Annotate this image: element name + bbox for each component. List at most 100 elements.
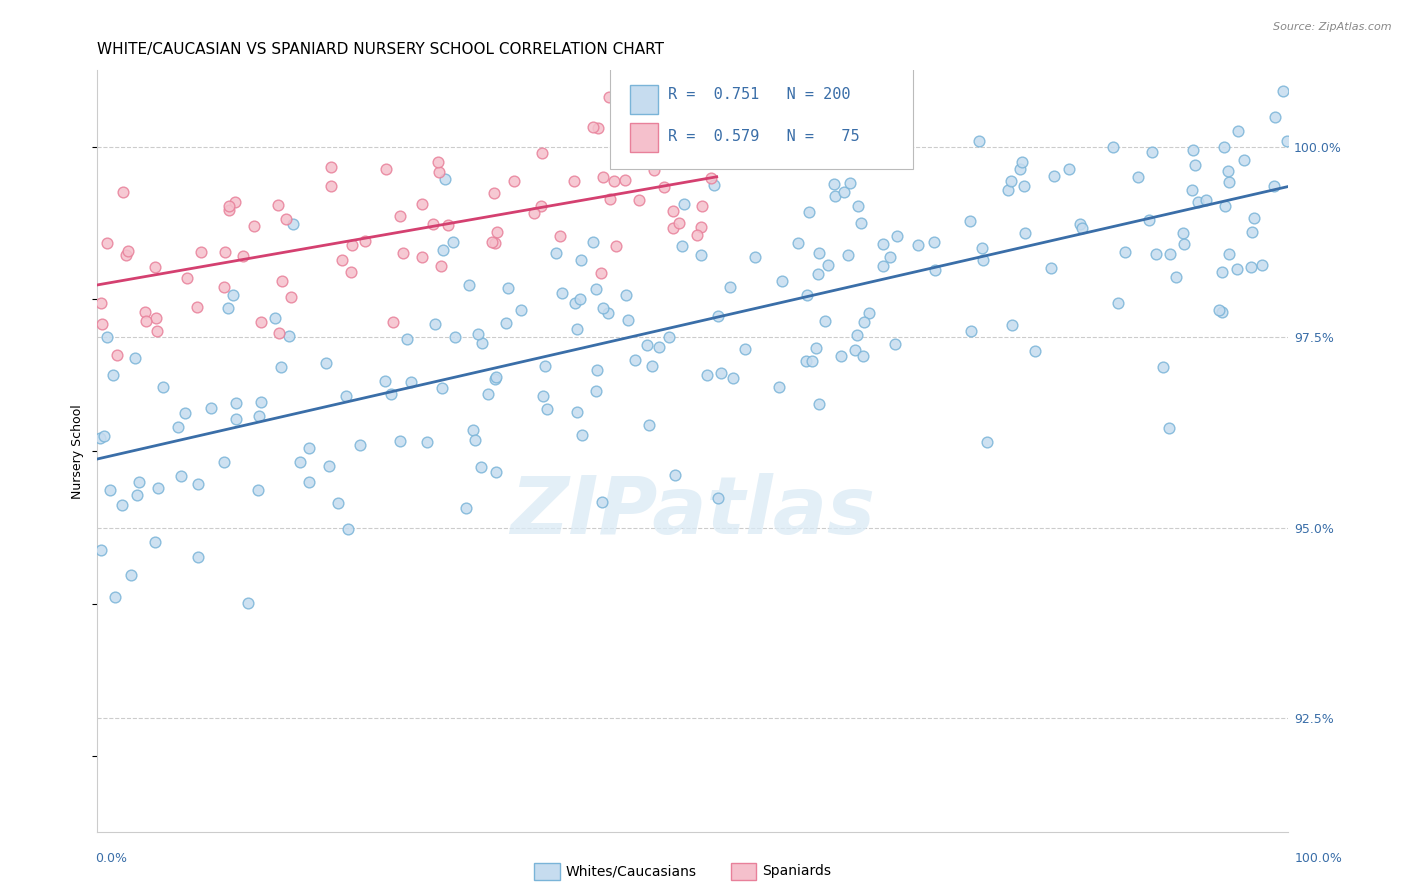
Point: [1159, 421, 1181, 435]
Point: [661, 221, 683, 235]
Point: [1243, 211, 1265, 225]
Point: [807, 267, 830, 281]
Point: [603, 174, 626, 188]
Point: [224, 194, 246, 209]
Point: [288, 455, 311, 469]
Point: [1171, 226, 1194, 240]
Point: [416, 435, 439, 450]
Point: [411, 197, 433, 211]
Point: [830, 350, 852, 364]
Point: [117, 244, 139, 259]
Point: [591, 494, 613, 508]
Point: [496, 281, 519, 295]
Point: [1137, 212, 1160, 227]
Point: [1251, 258, 1274, 272]
Point: [647, 340, 669, 354]
Point: [824, 189, 846, 203]
Point: [1114, 244, 1136, 259]
Point: [381, 315, 404, 329]
Point: [959, 324, 981, 338]
Point: [270, 360, 292, 375]
Point: [90, 296, 112, 310]
Point: [135, 314, 157, 328]
Y-axis label: Nursery School: Nursery School: [72, 404, 84, 499]
Point: [1226, 262, 1249, 277]
Point: [274, 211, 297, 226]
Point: [1218, 247, 1240, 261]
Point: [218, 199, 240, 213]
Point: [470, 459, 492, 474]
Point: [502, 174, 524, 188]
Point: [814, 313, 837, 327]
Point: [1014, 226, 1036, 240]
Point: [429, 259, 451, 273]
Point: [467, 326, 489, 341]
Point: [354, 234, 377, 248]
Point: [851, 150, 873, 164]
Point: [169, 469, 191, 483]
Point: [1181, 183, 1204, 197]
Point: [800, 353, 823, 368]
Point: [124, 351, 146, 365]
Point: [565, 322, 588, 336]
Point: [212, 455, 235, 469]
Point: [668, 216, 690, 230]
Point: [335, 389, 357, 403]
Point: [433, 171, 456, 186]
Point: [186, 301, 208, 315]
Point: [972, 252, 994, 267]
Text: WHITE/CAUCASIAN VS SPANIARD NURSERY SCHOOL CORRELATION CHART: WHITE/CAUCASIAN VS SPANIARD NURSERY SCHO…: [97, 42, 665, 57]
Point: [280, 290, 302, 304]
Point: [112, 185, 135, 199]
Point: [1059, 162, 1081, 177]
Point: [1071, 220, 1094, 235]
Point: [744, 250, 766, 264]
Point: [536, 401, 558, 416]
Point: [976, 434, 998, 449]
Point: [485, 466, 508, 480]
Point: [298, 441, 321, 455]
Point: [531, 146, 554, 161]
Point: [886, 228, 908, 243]
Point: [613, 172, 636, 186]
Point: [250, 395, 273, 409]
FancyBboxPatch shape: [630, 85, 658, 114]
Point: [734, 343, 756, 357]
Point: [225, 412, 247, 426]
Point: [586, 121, 609, 136]
Point: [1213, 140, 1236, 154]
Point: [770, 274, 793, 288]
Point: [551, 286, 574, 301]
Point: [582, 235, 605, 250]
Point: [127, 488, 149, 502]
Point: [582, 120, 605, 134]
Point: [422, 217, 444, 231]
Point: [546, 246, 568, 260]
Point: [1152, 359, 1174, 374]
Point: [846, 199, 869, 213]
Text: R =  0.751   N = 200: R = 0.751 N = 200: [668, 87, 851, 103]
Point: [380, 387, 402, 401]
Point: [534, 359, 557, 374]
Text: Spaniards: Spaniards: [762, 864, 831, 879]
Point: [495, 317, 517, 331]
Point: [1187, 194, 1209, 209]
Point: [628, 193, 651, 207]
Point: [481, 235, 503, 250]
Point: [96, 330, 118, 344]
Point: [267, 198, 290, 212]
Point: [851, 216, 873, 230]
Point: [190, 244, 212, 259]
Point: [531, 389, 554, 403]
Point: [1010, 162, 1032, 177]
Point: [707, 491, 730, 506]
Point: [1211, 305, 1233, 319]
Point: [1213, 199, 1236, 213]
Point: [569, 253, 592, 268]
Point: [388, 209, 411, 223]
Point: [484, 235, 506, 250]
Point: [1159, 247, 1181, 261]
Point: [967, 134, 990, 148]
Point: [796, 288, 818, 302]
Point: [997, 183, 1019, 197]
